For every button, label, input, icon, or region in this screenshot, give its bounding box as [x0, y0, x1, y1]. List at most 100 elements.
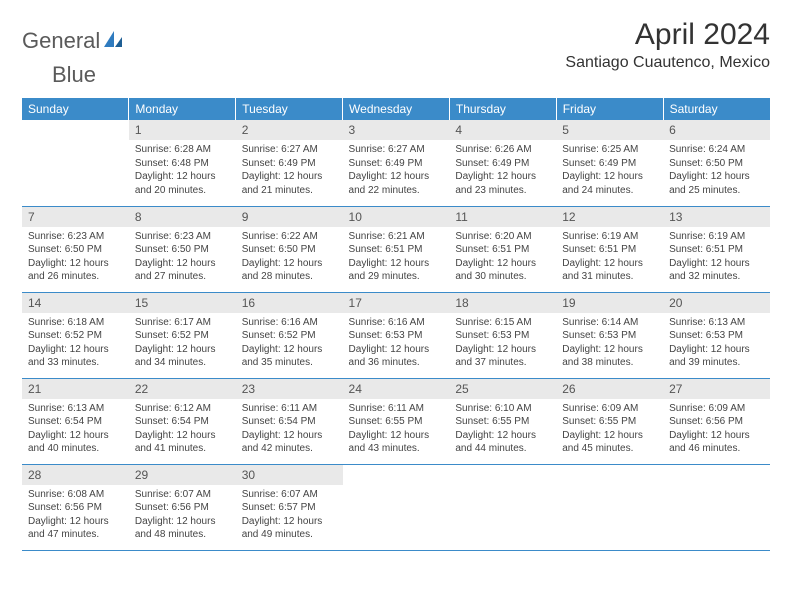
day-cell: 24Sunrise: 6:11 AMSunset: 6:55 PMDayligh…	[343, 378, 450, 464]
day-details: Sunrise: 6:08 AMSunset: 6:56 PMDaylight:…	[22, 485, 129, 546]
brand-name-2: Blue	[22, 62, 96, 88]
daylight-line: Daylight: 12 hours and 31 minutes.	[562, 257, 657, 284]
calendar-page: General April 2024 Santiago Cuautenco, M…	[0, 0, 792, 569]
brand-name-1: General	[22, 28, 100, 54]
daylight-line: Daylight: 12 hours and 36 minutes.	[349, 343, 444, 370]
daylight-line: Daylight: 12 hours and 43 minutes.	[349, 429, 444, 456]
sunrise-line: Sunrise: 6:07 AM	[135, 488, 230, 502]
day-cell: 23Sunrise: 6:11 AMSunset: 6:54 PMDayligh…	[236, 378, 343, 464]
sunrise-line: Sunrise: 6:23 AM	[28, 230, 123, 244]
daylight-line: Daylight: 12 hours and 44 minutes.	[455, 429, 550, 456]
sunset-line: Sunset: 6:51 PM	[455, 243, 550, 257]
daylight-line: Daylight: 12 hours and 41 minutes.	[135, 429, 230, 456]
day-cell: 6Sunrise: 6:24 AMSunset: 6:50 PMDaylight…	[663, 120, 770, 206]
daylight-line: Daylight: 12 hours and 21 minutes.	[242, 170, 337, 197]
day-details: Sunrise: 6:27 AMSunset: 6:49 PMDaylight:…	[236, 140, 343, 201]
sunrise-line: Sunrise: 6:16 AM	[349, 316, 444, 330]
daylight-line: Daylight: 12 hours and 40 minutes.	[28, 429, 123, 456]
day-number: 2	[236, 120, 343, 140]
week-row: 14 Sunrise: 6:18 AM Sunset: 6:52 PM Dayligh…	[22, 292, 770, 378]
day-number: 24	[343, 379, 450, 399]
sunset-line: Sunset: 6:55 PM	[455, 415, 550, 429]
sunset-line: Sunset: 6:52 PM	[135, 329, 230, 343]
weekday-header: Tuesday	[236, 98, 343, 120]
daylight-line: Daylight: 12 hours and 30 minutes.	[455, 257, 550, 284]
day-number: 18	[449, 293, 556, 313]
week-row: 21Sunrise: 6:13 AMSunset: 6:54 PMDayligh…	[22, 378, 770, 464]
day-details: Sunrise: 6:15 AMSunset: 6:53 PMDaylight:…	[449, 313, 556, 374]
day-number: 9	[236, 207, 343, 227]
sunset-line: Sunset: 6:53 PM	[455, 329, 550, 343]
day-number: 3	[343, 120, 450, 140]
sunrise-line: Sunrise: 6:27 AM	[242, 143, 337, 157]
daylight-line: Daylight: 12 hours and 48 minutes.	[135, 515, 230, 542]
day-details: Sunrise: 6:11 AMSunset: 6:54 PMDaylight:…	[236, 399, 343, 460]
sunrise-line: Sunrise: 6:20 AM	[455, 230, 550, 244]
day-details: Sunrise: 6:25 AMSunset: 6:49 PMDaylight:…	[556, 140, 663, 201]
weekday-header: Sunday	[22, 98, 129, 120]
sunrise-line: Sunrise: 6:18 AM	[28, 316, 123, 330]
day-number: 23	[236, 379, 343, 399]
sunrise-line: Sunrise: 6:12 AM	[135, 402, 230, 416]
sunset-line: Sunset: 6:50 PM	[28, 243, 123, 257]
week-row: 7Sunrise: 6:23 AMSunset: 6:50 PMDaylight…	[22, 206, 770, 292]
sunrise-line: Sunrise: 6:11 AM	[349, 402, 444, 416]
sunrise-line: Sunrise: 6:22 AM	[242, 230, 337, 244]
day-details: Sunrise: 6:24 AMSunset: 6:50 PMDaylight:…	[663, 140, 770, 201]
day-details: Sunrise: 6:07 AMSunset: 6:57 PMDaylight:…	[236, 485, 343, 546]
sunrise-line: Sunrise: 6:07 AM	[242, 488, 337, 502]
day-details: Sunrise: 6:16 AMSunset: 6:52 PMDaylight:…	[236, 313, 343, 374]
day-details: Sunrise: 6:23 AMSunset: 6:50 PMDaylight:…	[129, 227, 236, 288]
day-cell: 28Sunrise: 6:08 AMSunset: 6:56 PMDayligh…	[22, 464, 129, 550]
sunset-line: Sunset: 6:51 PM	[562, 243, 657, 257]
sunrise-line: Sunrise: 6:24 AM	[669, 143, 764, 157]
day-cell: 16Sunrise: 6:16 AMSunset: 6:52 PMDayligh…	[236, 292, 343, 378]
day-details: Sunrise: 6:19 AMSunset: 6:51 PMDaylight:…	[556, 227, 663, 288]
day-number: 12	[556, 207, 663, 227]
day-cell: 27Sunrise: 6:09 AMSunset: 6:56 PMDayligh…	[663, 378, 770, 464]
sunrise-line: Sunrise: 6:10 AM	[455, 402, 550, 416]
day-details: Sunrise: 6:19 AMSunset: 6:51 PMDaylight:…	[663, 227, 770, 288]
sunset-line: Sunset: 6:56 PM	[669, 415, 764, 429]
day-details: Sunrise: 6:13 AMSunset: 6:53 PMDaylight:…	[663, 313, 770, 374]
day-details: Sunrise: 6:21 AMSunset: 6:51 PMDaylight:…	[343, 227, 450, 288]
brand-logo: General	[22, 18, 126, 54]
day-details: Sunrise: 6:20 AMSunset: 6:51 PMDaylight:…	[449, 227, 556, 288]
sunset-line: Sunset: 6:55 PM	[562, 415, 657, 429]
daylight-line: Daylight: 12 hours and 27 minutes.	[135, 257, 230, 284]
sunset-line: Sunset: 6:49 PM	[242, 157, 337, 171]
day-number: 26	[556, 379, 663, 399]
daylight-line: Daylight: 12 hours and 47 minutes.	[28, 515, 123, 542]
day-cell: 9Sunrise: 6:22 AMSunset: 6:50 PMDaylight…	[236, 206, 343, 292]
sunset-line: Sunset: 6:51 PM	[349, 243, 444, 257]
title-block: April 2024 Santiago Cuautenco, Mexico	[565, 18, 770, 72]
day-cell: 4Sunrise: 6:26 AMSunset: 6:49 PMDaylight…	[449, 120, 556, 206]
day-number: 22	[129, 379, 236, 399]
day-cell: 25Sunrise: 6:10 AMSunset: 6:55 PMDayligh…	[449, 378, 556, 464]
day-details: Sunrise: 6:17 AMSunset: 6:52 PMDaylight:…	[129, 313, 236, 374]
sunrise-line: Sunrise: 6:21 AM	[349, 230, 444, 244]
sunrise-line: Sunrise: 6:28 AM	[135, 143, 230, 157]
sunset-line: Sunset: 6:54 PM	[242, 415, 337, 429]
day-details: Sunrise: 6:09 AMSunset: 6:55 PMDaylight:…	[556, 399, 663, 460]
day-number: 19	[556, 293, 663, 313]
sunrise-line: Sunrise: 6:09 AM	[562, 402, 657, 416]
day-cell: 8Sunrise: 6:23 AMSunset: 6:50 PMDaylight…	[129, 206, 236, 292]
empty-cell	[343, 464, 450, 550]
sunset-line: Sunset: 6:49 PM	[562, 157, 657, 171]
sunset-line: Sunset: 6:50 PM	[669, 157, 764, 171]
day-number: 27	[663, 379, 770, 399]
daylight-line: Daylight: 12 hours and 37 minutes.	[455, 343, 550, 370]
daylight-line: Daylight: 12 hours and 32 minutes.	[669, 257, 764, 284]
day-cell: 30Sunrise: 6:07 AMSunset: 6:57 PMDayligh…	[236, 464, 343, 550]
day-cell: 10Sunrise: 6:21 AMSunset: 6:51 PMDayligh…	[343, 206, 450, 292]
day-number: 14	[22, 293, 129, 313]
daylight-line: Daylight: 12 hours and 45 minutes.	[562, 429, 657, 456]
sunrise-line: Sunrise: 6:19 AM	[669, 230, 764, 244]
day-details: Sunrise: 6:23 AMSunset: 6:50 PMDaylight:…	[22, 227, 129, 288]
day-cell: 22Sunrise: 6:12 AMSunset: 6:54 PMDayligh…	[129, 378, 236, 464]
day-number: 1	[129, 120, 236, 140]
sunset-line: Sunset: 6:56 PM	[28, 501, 123, 515]
day-cell: 15Sunrise: 6:17 AMSunset: 6:52 PMDayligh…	[129, 292, 236, 378]
weekday-header-row: SundayMondayTuesdayWednesdayThursdayFrid…	[22, 98, 770, 120]
